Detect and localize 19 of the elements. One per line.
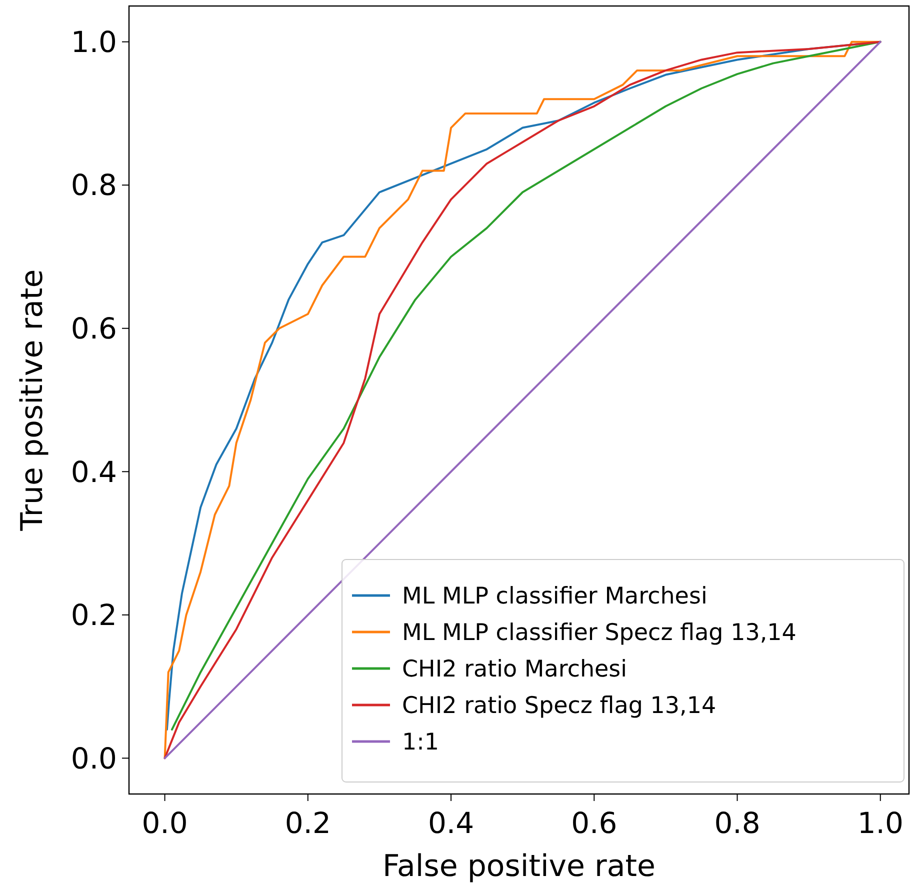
y-tick-label: 1.0 [70,24,117,59]
legend-label: CHI2 ratio Marchesi [402,656,628,683]
y-tick-label: 0.0 [70,741,117,776]
legend-label: CHI2 ratio Specz flag 13,14 [402,693,716,720]
y-tick-label: 0.2 [70,598,117,632]
x-axis-title: False positive rate [382,849,656,884]
x-tick-label: 0.8 [714,806,760,840]
y-axis-title: True positive rate [15,269,50,532]
x-tick-label: 0.4 [428,806,474,840]
x-tick-label: 1.0 [857,806,904,840]
x-tick-label: 0.6 [571,806,618,840]
legend-label: ML MLP classifier Specz flag 13,14 [402,620,796,646]
x-tick-label: 0.2 [284,806,331,840]
y-tick-label: 0.4 [70,454,117,489]
y-tick-label: 0.6 [70,312,117,346]
legend-label: 1:1 [402,730,440,756]
legend-label: ML MLP classifier Marchesi [402,584,708,610]
x-tick-label: 0.0 [142,806,188,840]
y-tick-label: 0.8 [70,168,117,202]
